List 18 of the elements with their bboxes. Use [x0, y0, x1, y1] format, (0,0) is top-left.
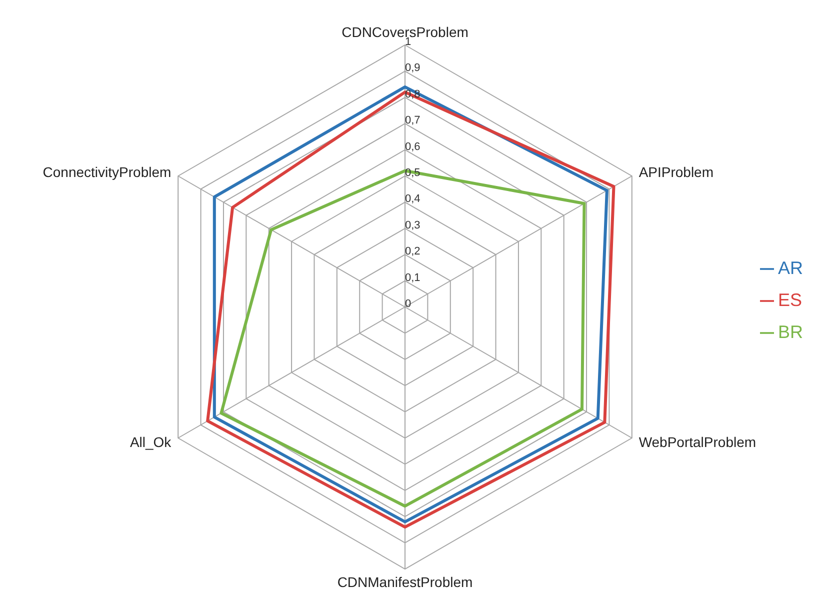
y-tick-label: 0,2 — [405, 246, 420, 258]
spoke-label: CDNManifestProblem — [337, 574, 473, 590]
y-tick-label: 0,9 — [405, 62, 420, 74]
legend-label: ES — [778, 290, 802, 310]
y-tick-label: 0,1 — [405, 272, 420, 284]
spoke-label: ConnectivityProblem — [42, 164, 172, 180]
spoke-label: APIProblem — [638, 164, 714, 180]
spoke-label: All_Ok — [130, 434, 172, 450]
legend-label: BR — [778, 322, 803, 342]
y-tick-label: 0,4 — [405, 193, 420, 206]
y-tick-label: 0,7 — [405, 114, 420, 127]
y-tick-label: 0,8 — [405, 88, 420, 100]
y-tick-label: 0,3 — [405, 219, 420, 232]
spoke-label: WebPortalProblem — [638, 434, 756, 450]
y-tick-label: 0,6 — [405, 140, 420, 153]
legend-label: AR — [778, 258, 803, 278]
y-tick-label: 1 — [405, 36, 412, 48]
y-tick-label: 0 — [405, 298, 412, 310]
